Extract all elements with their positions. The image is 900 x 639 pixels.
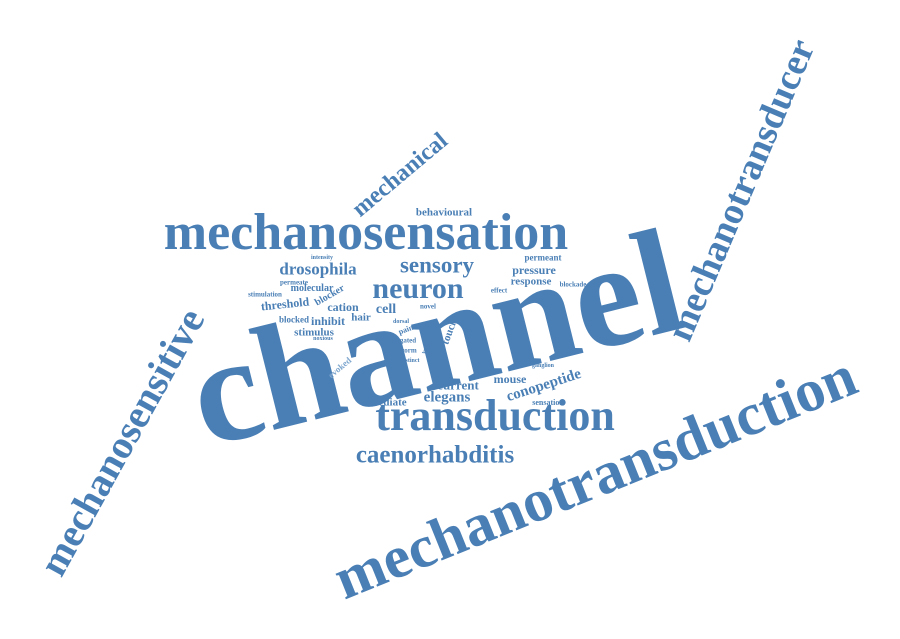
word-blocked: blocked — [278, 314, 310, 325]
word-neuron: neuron — [372, 272, 464, 305]
word-sensory: sensory — [399, 252, 475, 278]
word-pressure: pressure — [512, 263, 556, 277]
word-molecular: molecular — [290, 283, 334, 294]
word-intensity: intensity — [310, 255, 334, 261]
word-permeant: permeant — [524, 252, 562, 263]
word-mouse: mouse — [493, 372, 527, 386]
word-distinct: distinct — [400, 358, 420, 364]
word-mechanosensation: mechanosensation — [163, 204, 569, 261]
word-transduction: transduction — [375, 391, 615, 440]
word-stimulation: stimulation — [248, 290, 282, 299]
word-cell: cell — [375, 302, 397, 317]
word-cation: cation — [327, 300, 359, 314]
word-elegans: elegans — [423, 389, 471, 406]
word-mediate: mediate — [369, 396, 407, 409]
word-effect: effect — [490, 286, 508, 295]
word-mechanosensitive: mechanosensitive — [29, 300, 214, 583]
word-current: current — [437, 377, 479, 393]
word-gated: gated — [399, 336, 417, 345]
word-permeate: permeate — [280, 278, 308, 287]
word-inhibit: inhibit — [310, 314, 346, 328]
word-blockade: blockade — [559, 280, 587, 289]
word-stimulus: stimulus — [294, 326, 334, 339]
word-hair: hair — [351, 311, 371, 324]
word-novel: novel — [420, 302, 436, 311]
word-behavioural: behavioural — [415, 206, 473, 219]
word-caenorhabditis: caenorhabditis — [355, 441, 515, 469]
word-dorsal: dorsal — [392, 319, 410, 325]
word-mechanotransducer: mechanotransducer — [658, 33, 824, 347]
word-noxious: noxious — [313, 336, 333, 342]
word-response: response — [510, 275, 552, 288]
word-worm: worm — [399, 346, 417, 355]
word-sensation: sensation — [532, 398, 564, 407]
word-drosophila: drosophila — [279, 259, 357, 279]
word-ganglion: ganglion — [531, 363, 555, 369]
